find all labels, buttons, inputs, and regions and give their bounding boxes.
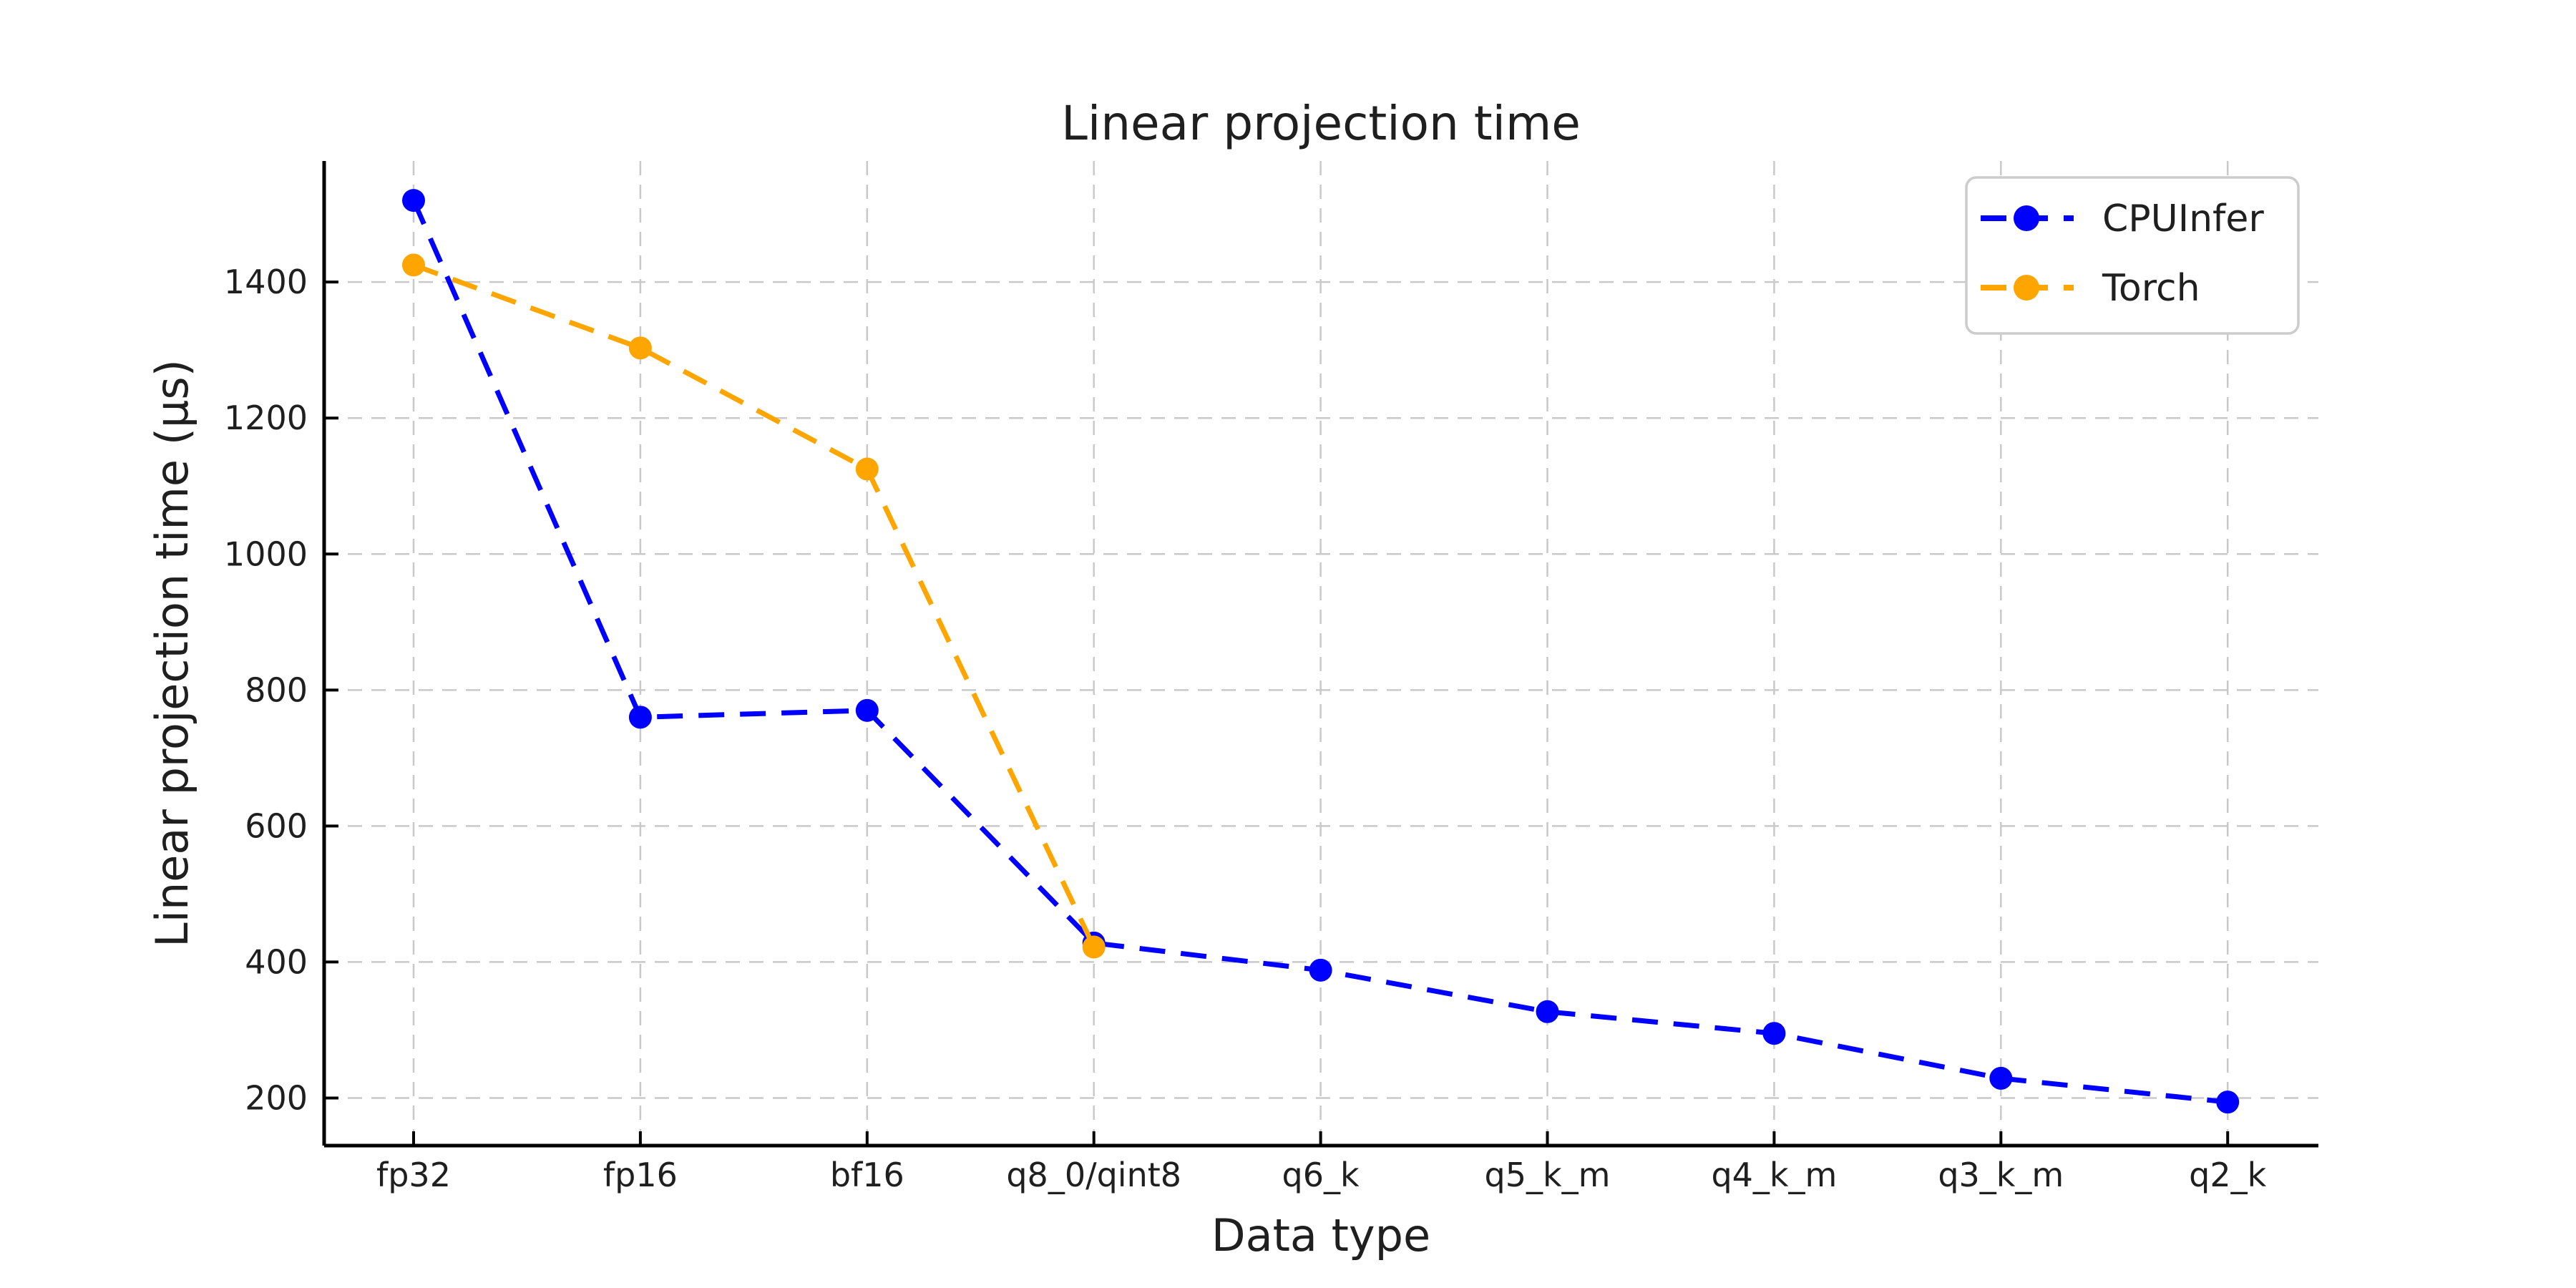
marker-cpuinfer-fp32	[402, 189, 425, 213]
marker-cpuinfer-q3_k_m	[1989, 1066, 2013, 1090]
x-tick-label: q6_k	[1282, 1156, 1360, 1194]
x-axis-label: Data type	[1211, 1209, 1430, 1262]
y-tick-label: 1200	[224, 399, 308, 437]
y-axis-label: Linear projection time (µs)	[146, 359, 198, 947]
series-layer	[402, 189, 2240, 1114]
legend-item-cpuinfer: CPUInfer	[1981, 197, 2264, 240]
x-tick-label: fp16	[603, 1156, 678, 1194]
x-tick-label: fp32	[376, 1156, 451, 1194]
x-tick-label: q3_k_m	[1938, 1156, 2064, 1194]
y-tick-label: 400	[245, 942, 308, 981]
marker-cpuinfer-q5_k_m	[1536, 1000, 1559, 1023]
marker-cpuinfer-q4_k_m	[1762, 1022, 1786, 1045]
marker-cpuinfer-q6_k	[1309, 958, 1332, 982]
y-tick-label: 1000	[224, 535, 308, 573]
grid-layer	[324, 161, 2318, 1146]
marker-cpuinfer-q2_k	[2216, 1091, 2240, 1114]
legend-marker-torch	[2014, 275, 2039, 301]
legend-item-torch: Torch	[1981, 267, 2200, 310]
y-tick-label: 1400	[224, 263, 308, 301]
series-line-torch	[412, 263, 1096, 949]
legend-label-torch: Torch	[2102, 267, 2200, 310]
legend-marker-cpuinfer	[2014, 205, 2039, 231]
marker-torch-bf16	[855, 457, 879, 481]
legend: CPUInfer Torch	[1965, 176, 2300, 335]
y-tick-label: 600	[245, 806, 308, 845]
axes-layer	[322, 161, 2318, 1148]
y-tick-label: 200	[245, 1078, 308, 1117]
x-tick-label: bf16	[830, 1156, 904, 1194]
marker-torch-fp32	[402, 253, 425, 277]
legend-box	[1965, 176, 2300, 335]
tick-label-layer: 200 400 600 800 1000 1200 1400 fp32 fp16 bf16 q8_0…	[224, 263, 2267, 1194]
x-tick-label: q2_k	[2189, 1156, 2266, 1194]
x-tick-label: q5_k_m	[1485, 1156, 1611, 1194]
legend-label-cpuinfer: CPUInfer	[2102, 197, 2264, 240]
x-tick-label: q4_k_m	[1711, 1156, 1837, 1194]
marker-cpuinfer-bf16	[855, 698, 879, 722]
marker-torch-fp16	[628, 336, 652, 360]
y-tick-label: 800	[245, 670, 308, 709]
marker-cpuinfer-fp16	[628, 706, 652, 729]
chart-title: Linear projection time	[1061, 96, 1581, 151]
marker-torch-q8_0/qint8	[1082, 935, 1106, 959]
x-tick-label: q8_0/qint8	[1006, 1156, 1181, 1194]
